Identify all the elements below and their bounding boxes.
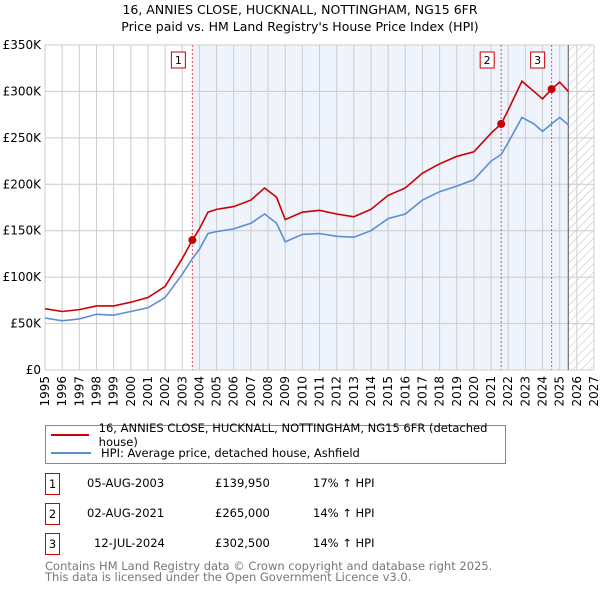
x-tick-label: 2011 bbox=[313, 376, 327, 407]
y-tick-label: £150K bbox=[3, 224, 43, 238]
legend-label: HPI: Average price, detached house, Ashf… bbox=[101, 446, 360, 460]
x-tick-label: 2027 bbox=[587, 376, 600, 407]
x-tick-label: 1995 bbox=[38, 376, 52, 407]
sale-label: 2 bbox=[484, 54, 491, 67]
sale-number: 3 bbox=[45, 533, 60, 555]
x-tick-label: 2008 bbox=[261, 376, 275, 407]
y-tick-label: £250K bbox=[3, 131, 43, 145]
sale-point bbox=[188, 236, 197, 245]
x-tick-label: 2014 bbox=[364, 376, 378, 407]
x-tick-label: 2010 bbox=[295, 376, 309, 407]
sale-hpi: 17% ↑ HPI bbox=[313, 476, 375, 490]
x-tick-label: 1997 bbox=[72, 376, 86, 407]
x-tick-label: 1996 bbox=[55, 376, 69, 407]
x-tick-label: 2007 bbox=[244, 376, 258, 407]
x-tick-label: 2002 bbox=[158, 376, 172, 407]
chart-title: 16, ANNIES CLOSE, HUCKNALL, NOTTINGHAM, … bbox=[122, 2, 478, 17]
sale-price: £139,950 bbox=[215, 476, 270, 490]
property-price-line bbox=[44, 79, 569, 313]
y-tick-label: £0 bbox=[26, 363, 41, 377]
x-tick-label: 1998 bbox=[89, 376, 103, 407]
sale-point bbox=[547, 85, 556, 94]
sale-label-box bbox=[170, 51, 186, 69]
shaded-region bbox=[192, 45, 569, 370]
x-tick-label: 2006 bbox=[227, 376, 241, 407]
x-tick-label: 2025 bbox=[553, 376, 567, 407]
y-tick-label: £300K bbox=[3, 84, 43, 98]
x-tick-label: 2005 bbox=[210, 376, 224, 407]
x-tick-label: 2024 bbox=[536, 376, 550, 407]
sale-price: £265,000 bbox=[215, 506, 270, 520]
sale-date: 05-AUG-2003 bbox=[87, 476, 165, 490]
sale-hpi: 14% ↑ HPI bbox=[313, 506, 375, 520]
y-tick-label: £200K bbox=[3, 177, 43, 191]
sale-date: 12-JUL-2024 bbox=[94, 536, 165, 550]
sale-price: £302,500 bbox=[215, 536, 270, 550]
forecast-hatch bbox=[568, 45, 594, 370]
y-tick-label: £350K bbox=[3, 38, 43, 52]
x-tick-label: 2021 bbox=[484, 376, 498, 407]
sale-date: 02-AUG-2021 bbox=[87, 506, 165, 520]
y-tick-label: £100K bbox=[3, 270, 43, 284]
x-tick-label: 2017 bbox=[415, 376, 429, 407]
footer-licence: This data is licensed under the Open Gov… bbox=[45, 570, 412, 584]
x-tick-label: 2001 bbox=[141, 376, 155, 407]
hpi-line bbox=[44, 116, 569, 322]
legend-item-hpi: HPI: Average price, detached house, Ashf… bbox=[51, 445, 360, 461]
sale-label: 3 bbox=[534, 54, 541, 67]
chart-subtitle: Price paid vs. HM Land Registry's House … bbox=[121, 19, 479, 34]
x-tick-label: 2022 bbox=[501, 376, 515, 407]
x-tick-label: 2012 bbox=[330, 376, 344, 407]
x-tick-label: 2004 bbox=[192, 376, 206, 407]
x-tick-label: 2020 bbox=[467, 376, 481, 407]
legend-label: 16, ANNIES CLOSE, HUCKNALL, NOTTINGHAM, … bbox=[98, 421, 488, 449]
x-tick-label: 2023 bbox=[518, 376, 532, 407]
sale-hpi: 14% ↑ HPI bbox=[313, 536, 375, 550]
legend: 16, ANNIES CLOSE, HUCKNALL, NOTTINGHAM, … bbox=[45, 421, 506, 464]
x-tick-label: 2003 bbox=[175, 376, 189, 407]
x-tick-label: 2019 bbox=[450, 376, 464, 407]
price-chart: 1995 1996 1997 1998 1999 2000 2001 2002 2003 2004… bbox=[3, 38, 600, 407]
sale-label-box bbox=[530, 51, 546, 69]
x-tick-label: 2016 bbox=[398, 376, 412, 407]
x-tick-label: 1999 bbox=[107, 376, 121, 407]
legend-item-property: 16, ANNIES CLOSE, HUCKNALL, NOTTINGHAM, … bbox=[51, 421, 505, 449]
sale-number: 2 bbox=[45, 503, 60, 525]
sale-label-box bbox=[479, 51, 495, 69]
legend-swatch-red bbox=[51, 434, 89, 436]
legend-swatch-blue bbox=[51, 452, 91, 454]
x-tick-label: 2000 bbox=[124, 376, 138, 407]
sale-point bbox=[497, 119, 506, 128]
x-tick-label: 2013 bbox=[347, 376, 361, 407]
x-tick-label: 2015 bbox=[381, 376, 395, 407]
x-tick-label: 2026 bbox=[570, 376, 584, 407]
sale-label: 1 bbox=[175, 54, 182, 67]
x-tick-label: 2009 bbox=[278, 376, 292, 407]
y-tick-label: £50K bbox=[10, 317, 42, 331]
x-tick-label: 2018 bbox=[433, 376, 447, 407]
footer-copyright: Contains HM Land Registry data © Crown c… bbox=[45, 559, 493, 573]
sale-number: 1 bbox=[45, 473, 60, 495]
